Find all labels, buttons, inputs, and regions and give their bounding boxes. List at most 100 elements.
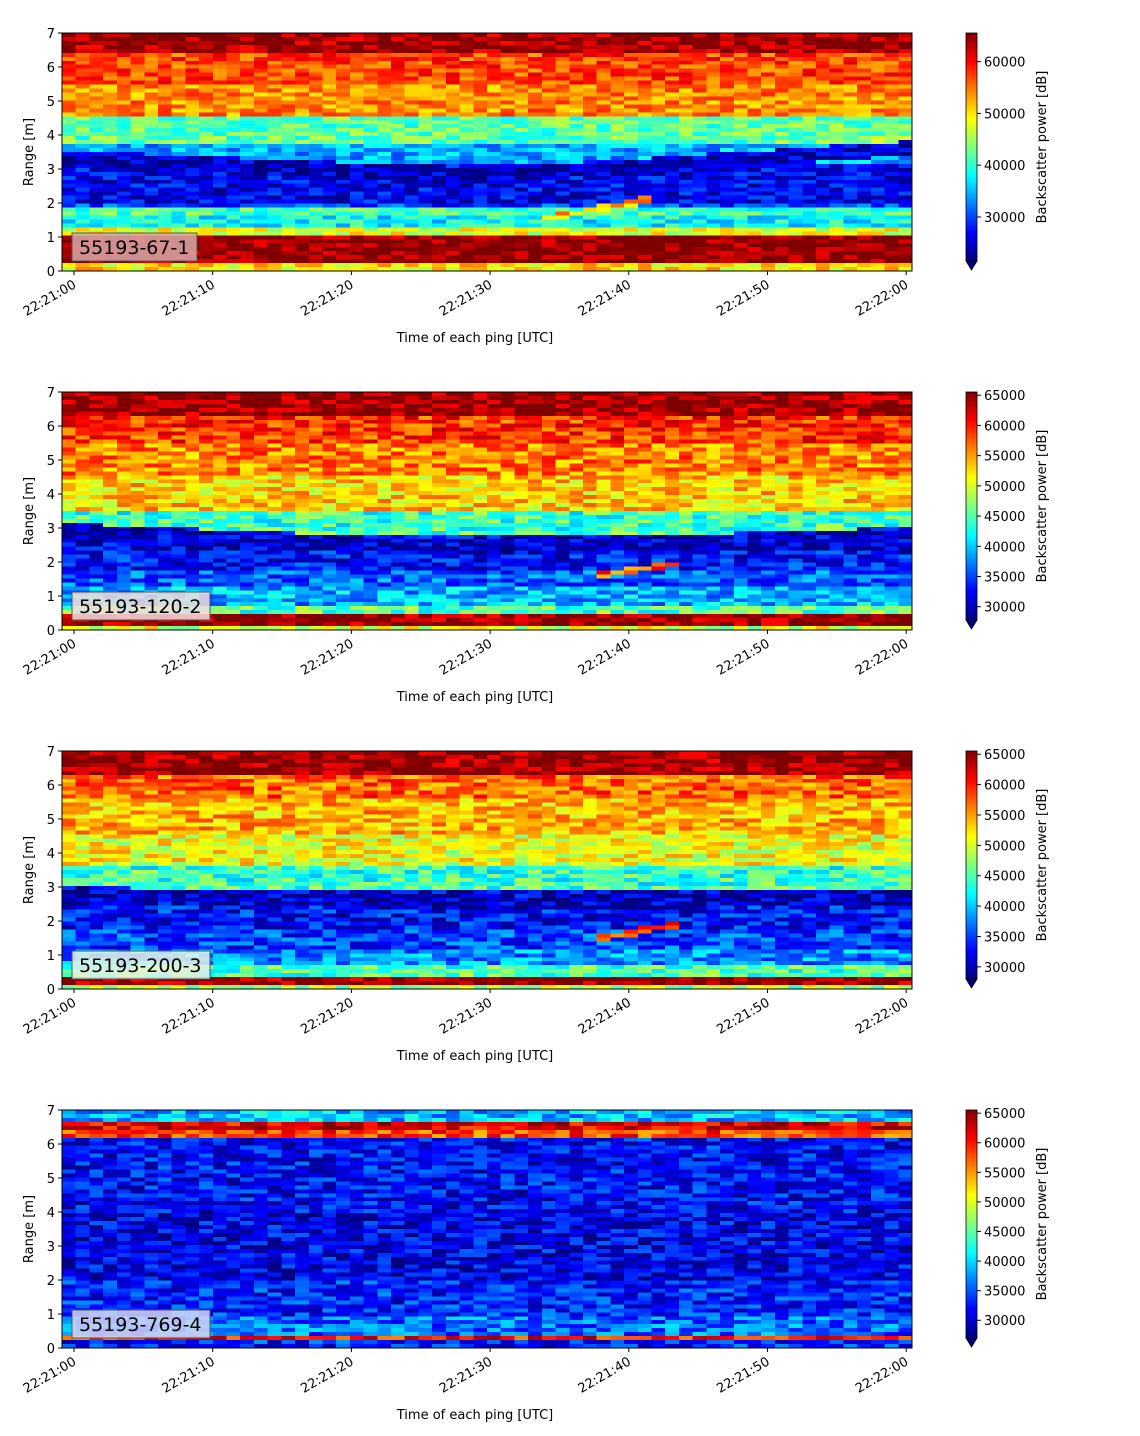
heatmap-cell (692, 211, 707, 217)
heatmap-cell (624, 112, 639, 117)
heatmap-cell (774, 187, 790, 193)
heatmap-cell (171, 395, 186, 401)
heatmap-cell (281, 483, 296, 488)
heatmap-cell (130, 467, 145, 472)
heatmap-cell (349, 116, 365, 121)
heatmap-cell (130, 443, 145, 449)
heatmap-cell (212, 570, 228, 576)
heatmap-cell (665, 148, 680, 153)
heatmap-cell (692, 155, 707, 161)
heatmap-cell (322, 622, 337, 627)
heatmap-cell (212, 247, 228, 252)
heatmap-cell (226, 526, 241, 532)
heatmap-cell (144, 152, 159, 157)
heatmap-cell (665, 96, 680, 102)
heatmap-cell (144, 124, 159, 129)
heatmap-cell (747, 52, 762, 58)
heatmap-cell (281, 439, 296, 445)
heatmap-cell (267, 598, 282, 603)
heatmap-cell (226, 582, 241, 587)
heatmap-cell (336, 235, 351, 240)
heatmap-cell (706, 60, 721, 66)
heatmap-cell (473, 92, 488, 98)
heatmap-cell (432, 48, 447, 54)
heatmap-cell (185, 566, 200, 572)
heatmap-cell (459, 263, 474, 268)
heatmap-cell (308, 92, 324, 98)
heatmap-cell (171, 191, 186, 197)
heatmap-cell (404, 44, 420, 50)
heatmap-cell (665, 124, 680, 129)
heatmap-cell (89, 203, 104, 209)
heatmap-cell (295, 40, 310, 46)
heatmap-cell (267, 231, 282, 236)
heatmap-cell (295, 626, 310, 631)
heatmap-cell (651, 144, 666, 149)
heatmap-cell (103, 411, 118, 417)
heatmap-cell (678, 48, 694, 54)
heatmap-cell (624, 199, 639, 205)
heatmap-cell (295, 88, 310, 94)
heatmap-cell (665, 175, 680, 181)
heatmap-cell (582, 36, 598, 42)
heatmap-cell (788, 211, 803, 217)
heatmap-cell (171, 511, 186, 516)
heatmap-cell (185, 534, 200, 540)
heatmap-cell (199, 96, 214, 102)
heatmap-cell (89, 60, 104, 66)
heatmap-cell (62, 578, 77, 583)
heatmap-cell (199, 163, 214, 169)
heatmap-cell (569, 227, 584, 232)
heatmap-cell (678, 179, 694, 185)
heatmap-cell (418, 235, 433, 240)
heatmap-cell (62, 56, 77, 62)
heatmap-cell (130, 514, 145, 520)
heatmap-cell (130, 522, 145, 528)
heatmap-cell (363, 44, 378, 50)
heatmap-cell (130, 403, 145, 409)
heatmap-cell (144, 471, 159, 476)
heatmap-cell (706, 148, 721, 153)
heatmap-cell (103, 626, 118, 631)
heatmap-cell (322, 255, 337, 260)
heatmap-cell (267, 467, 282, 472)
heatmap-cell (144, 419, 159, 425)
heatmap-cell (514, 112, 529, 117)
heatmap-cell (199, 152, 214, 157)
heatmap-cell (62, 267, 77, 272)
heatmap-cell (500, 72, 516, 78)
heatmap-cell (445, 183, 461, 189)
heatmap-cell (500, 267, 516, 272)
heatmap-cell (555, 104, 570, 109)
sample-label-text: 55193-67-1 (79, 237, 189, 259)
heatmap-cell (116, 582, 132, 587)
heatmap-cell (541, 235, 557, 240)
heatmap-cell (62, 88, 77, 94)
heatmap-cell (267, 590, 282, 595)
heatmap-cell (349, 203, 365, 209)
heatmap-cell (651, 80, 666, 86)
heatmap-cell (514, 195, 529, 201)
heatmap-cell (487, 104, 502, 109)
heatmap-cell (103, 530, 118, 536)
heatmap-cell (610, 132, 625, 137)
heatmap-cell (404, 33, 420, 38)
heatmap-cell (596, 132, 611, 137)
heatmap-cell (582, 239, 598, 244)
heatmap-cell (487, 159, 502, 165)
heatmap-cell (226, 538, 241, 544)
heatmap-cell (788, 112, 803, 117)
heatmap-cell (144, 511, 159, 516)
heatmap-cell (610, 56, 625, 62)
heatmap-cell (843, 100, 858, 105)
heatmap-cell (185, 112, 200, 117)
heatmap-cell (733, 203, 749, 209)
heatmap-cell (267, 411, 282, 417)
heatmap-cell (555, 263, 570, 268)
heatmap-cell (185, 431, 200, 437)
heatmap-cell (199, 132, 214, 137)
heatmap-cell (816, 195, 831, 201)
heatmap-cell (857, 140, 872, 145)
heatmap-cell (322, 534, 337, 540)
heatmap-cell (569, 148, 584, 153)
